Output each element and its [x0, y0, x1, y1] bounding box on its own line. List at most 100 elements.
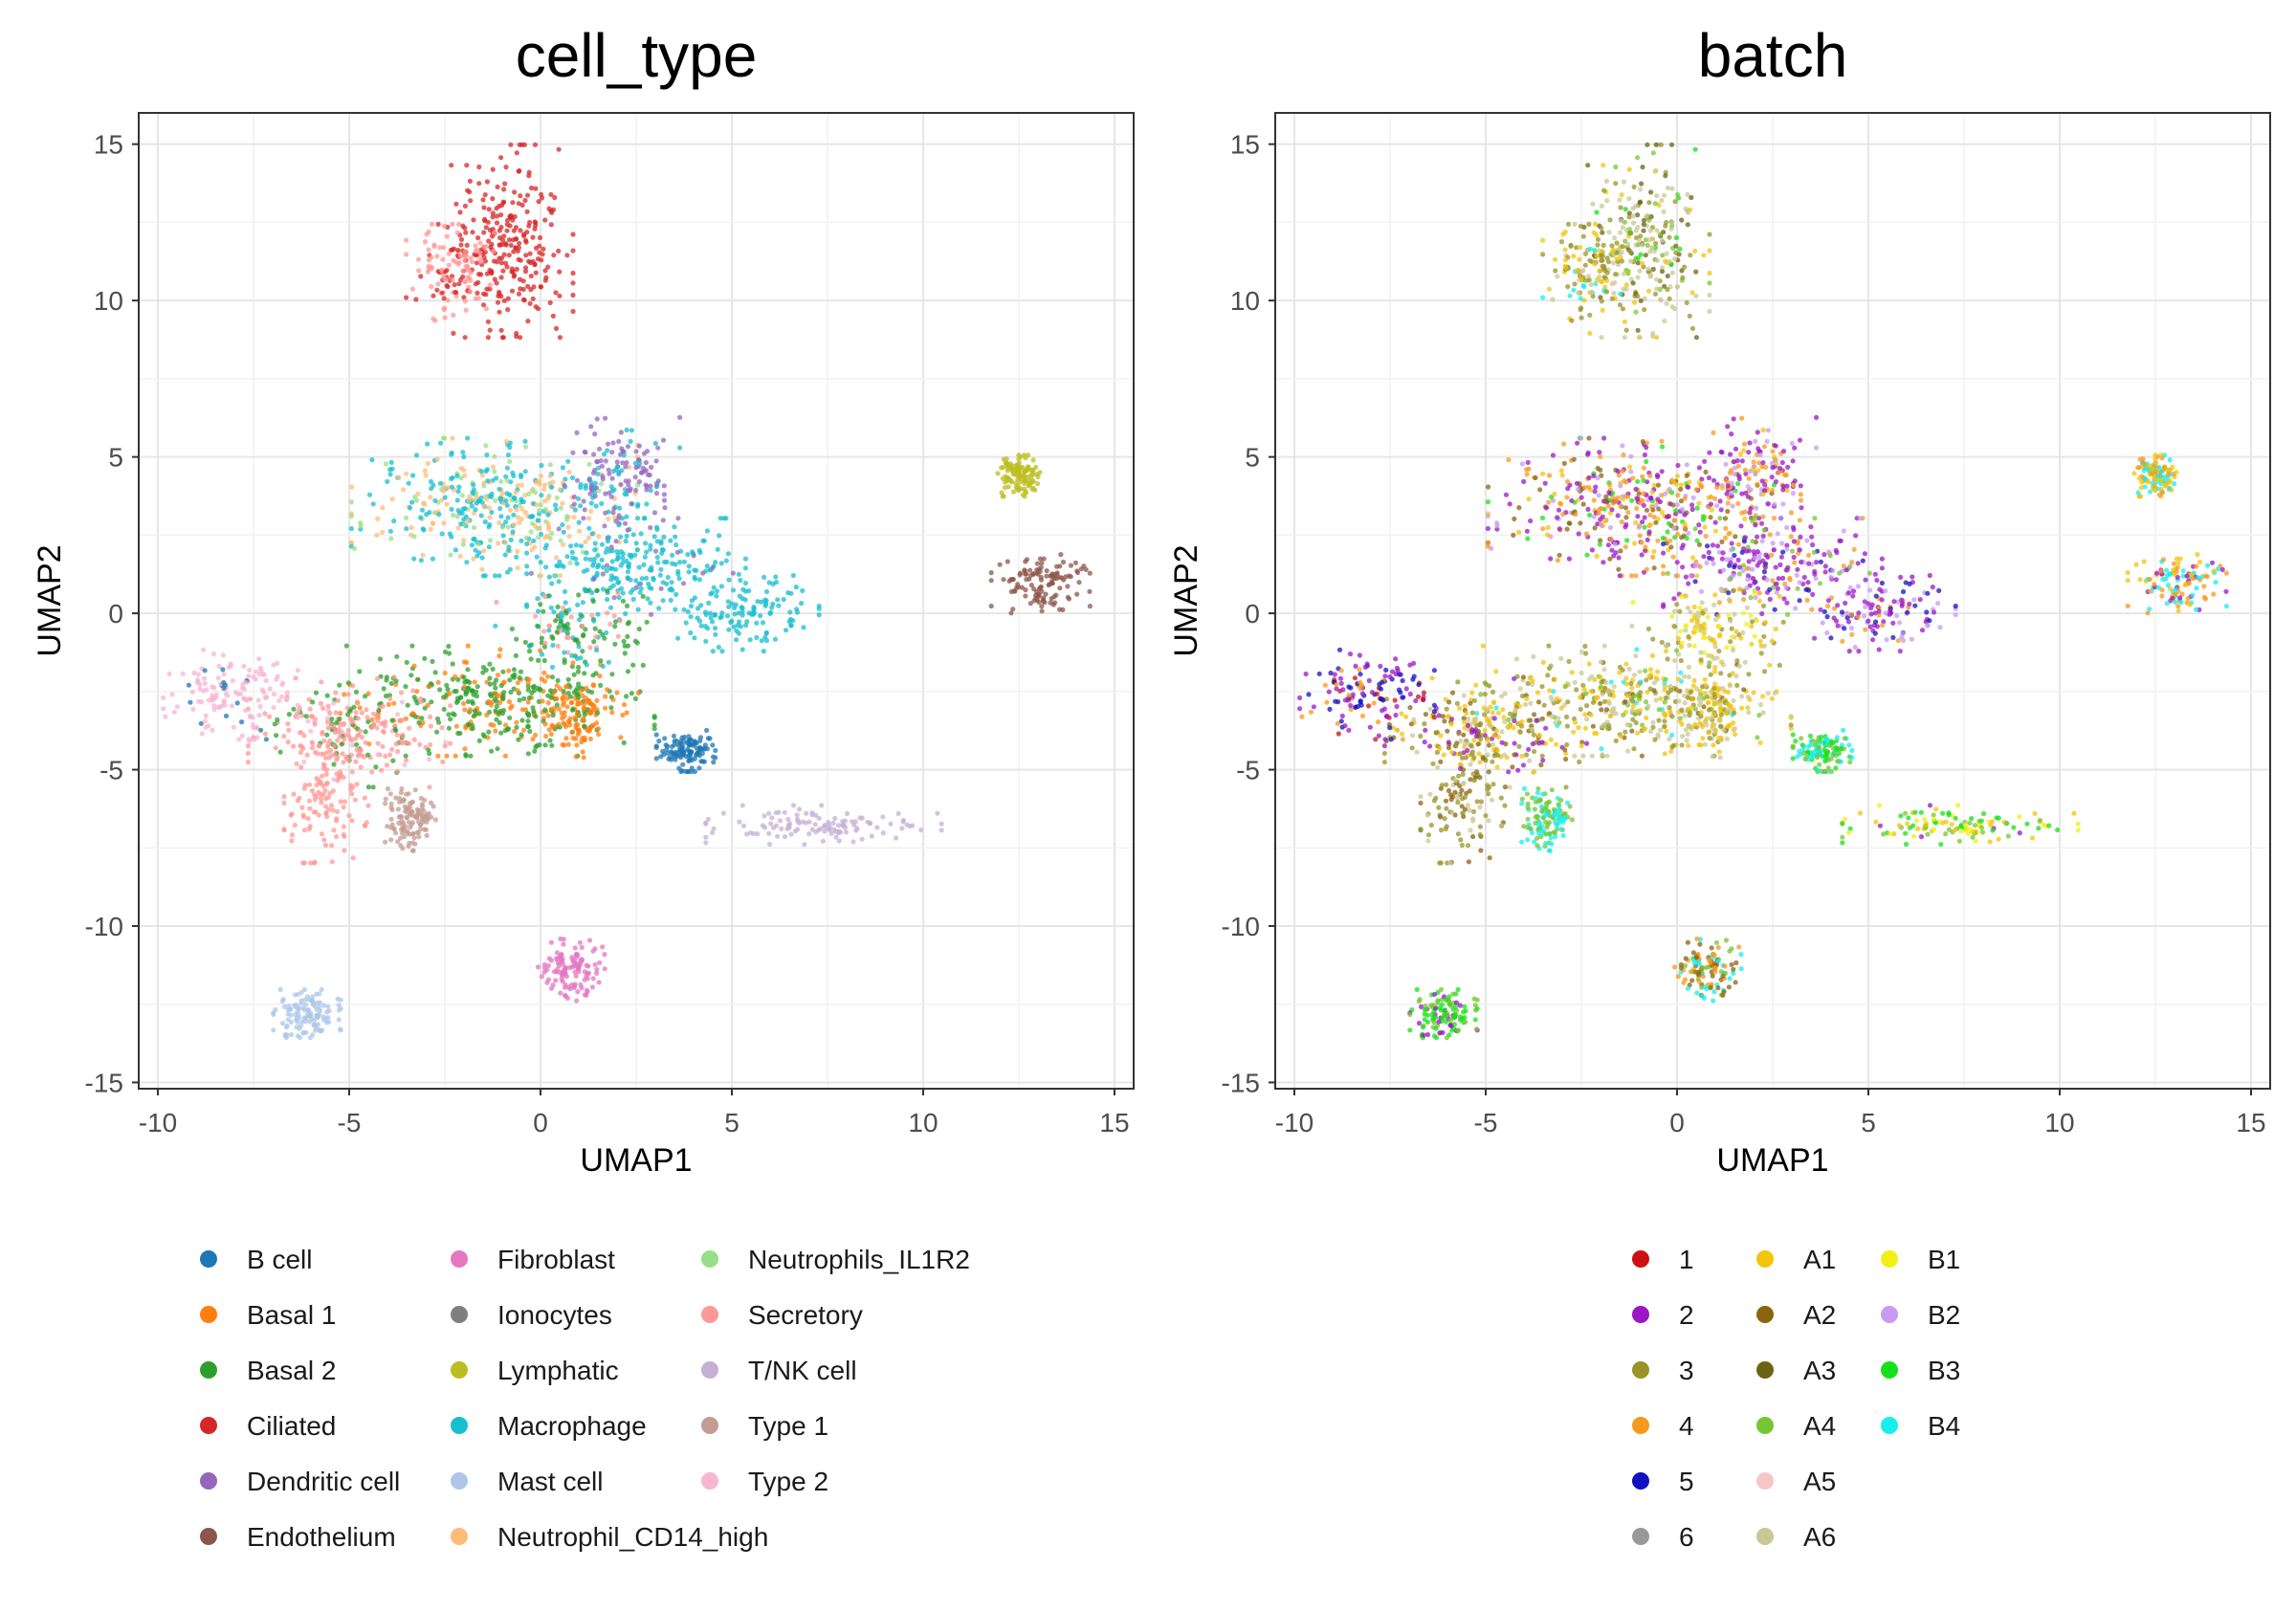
scatter-point [573, 557, 578, 562]
scatter-point [439, 268, 444, 273]
scatter-point [404, 516, 408, 520]
scatter-point [1760, 694, 1765, 698]
scatter-point [1607, 217, 1612, 222]
scatter-point [673, 542, 678, 547]
scatter-point [354, 710, 359, 715]
scatter-point [1474, 711, 1479, 716]
scatter-point [425, 833, 430, 838]
scatter-point [1810, 542, 1815, 547]
scatter-point [632, 553, 637, 558]
scatter-point [1486, 484, 1490, 489]
scatter-point [626, 444, 630, 449]
legend-label: Lymphatic [497, 1356, 619, 1385]
scatter-point [1514, 656, 1519, 661]
scatter-point [1825, 604, 1830, 608]
scatter-point [519, 506, 524, 511]
scatter-point [240, 682, 245, 687]
scatter-point [394, 741, 399, 746]
scatter-point [1724, 492, 1729, 497]
scatter-point [1660, 269, 1665, 274]
scatter-point [1537, 487, 1542, 492]
scatter-point [1638, 187, 1643, 191]
scatter-point [488, 538, 493, 542]
scatter-point [655, 555, 660, 560]
scatter-point [288, 1013, 293, 1018]
legend-item: Neutrophil_CD14_high [451, 1522, 768, 1552]
scatter-point [1799, 492, 1803, 497]
scatter-point [1590, 202, 1595, 207]
scatter-point [1771, 449, 1776, 453]
scatter-point [644, 501, 649, 506]
scatter-point [1627, 210, 1632, 215]
scatter-point [1725, 424, 1730, 429]
scatter-point [503, 242, 508, 247]
scatter-point [817, 816, 822, 821]
scatter-point [400, 823, 405, 828]
scatter-point [1928, 573, 1932, 578]
scatter-point [1587, 513, 1592, 518]
scatter-point [1776, 586, 1780, 591]
scatter-point [321, 751, 326, 756]
scatter-point [1631, 213, 1636, 218]
scatter-point [1673, 250, 1678, 254]
x-tick-label: 10 [908, 1108, 938, 1137]
scatter-point [608, 577, 613, 582]
scatter-point [511, 529, 516, 534]
scatter-point [614, 467, 619, 472]
scatter-point [446, 644, 451, 649]
scatter-point [410, 287, 415, 292]
scatter-point [463, 249, 468, 254]
scatter-point [625, 634, 629, 639]
scatter-point [230, 703, 234, 708]
scatter-point [1561, 442, 1566, 447]
scatter-point [1759, 611, 1764, 616]
scatter-point [570, 660, 575, 665]
scatter-point [499, 275, 504, 279]
scatter-point [398, 814, 403, 819]
scatter-point [1587, 661, 1592, 666]
scatter-point [706, 736, 711, 740]
scatter-point [471, 217, 475, 222]
scatter-point [939, 828, 944, 832]
scatter-point [692, 575, 696, 580]
scatter-point [574, 637, 579, 642]
scatter-point [1825, 614, 1830, 619]
scatter-point [548, 738, 553, 742]
scatter-point [608, 606, 613, 610]
scatter-point [558, 487, 563, 492]
scatter-point [797, 806, 802, 811]
scatter-point [1762, 488, 1767, 493]
scatter-point [1596, 237, 1601, 242]
scatter-point [494, 600, 498, 605]
scatter-point [1657, 707, 1662, 712]
scatter-point [1663, 492, 1667, 497]
scatter-point [308, 729, 313, 734]
scatter-point [487, 522, 492, 527]
scatter-point [1690, 326, 1695, 331]
scatter-point [939, 822, 944, 827]
scatter-point [466, 644, 471, 649]
scatter-point [1565, 527, 1570, 532]
legend-key [451, 1528, 468, 1545]
scatter-point [1633, 204, 1638, 209]
scatter-point [615, 459, 620, 464]
scatter-point [706, 601, 711, 606]
scatter-point [549, 531, 554, 536]
legend-item: Dendritic cell [200, 1467, 400, 1496]
scatter-point [1638, 335, 1643, 340]
scatter-point [582, 755, 586, 760]
scatter-point [721, 810, 726, 815]
scatter-point [505, 307, 510, 312]
scatter-point [1677, 247, 1682, 252]
scatter-point [371, 712, 376, 717]
scatter-point [424, 820, 429, 825]
scatter-point [1766, 691, 1771, 696]
scatter-point [515, 150, 519, 155]
scatter-point [1640, 165, 1645, 169]
scatter-point [533, 187, 538, 191]
scatter-point [553, 502, 558, 507]
scatter-point [542, 217, 547, 222]
scatter-point [540, 651, 544, 656]
scatter-point [429, 479, 433, 484]
scatter-point [476, 165, 481, 169]
